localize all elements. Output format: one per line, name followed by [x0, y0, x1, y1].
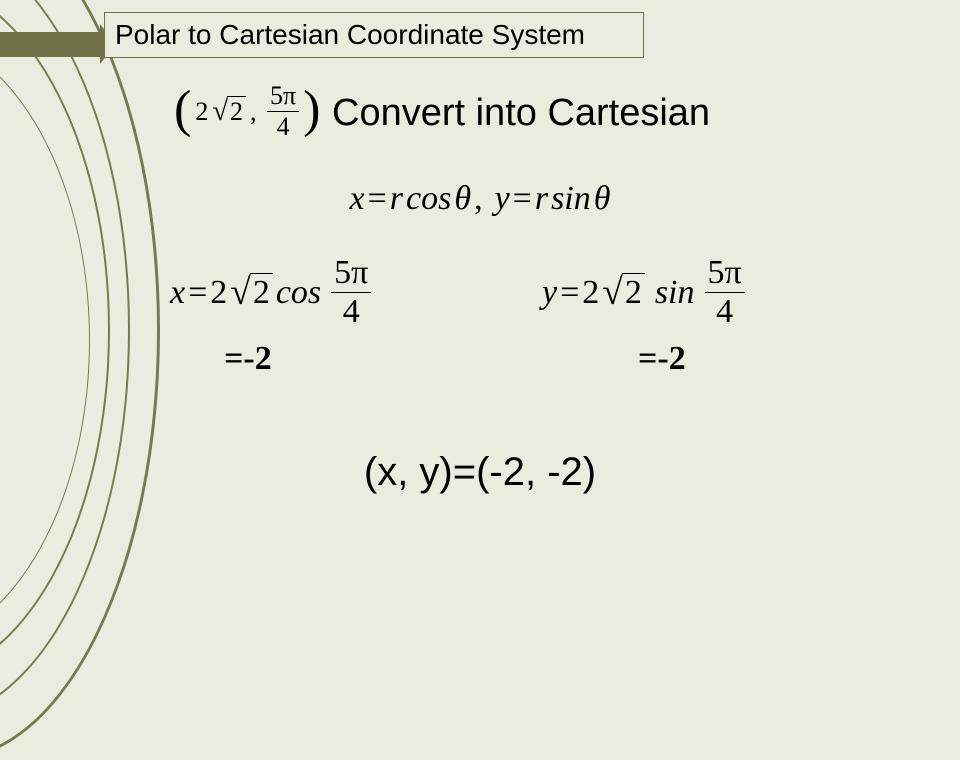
x-calculation: x = 2 2 cos 5π 4 — [170, 256, 371, 329]
y-var: y — [542, 274, 557, 312]
slide-title: Polar to Cartesian Coordinate System — [104, 12, 644, 58]
eq: = — [513, 180, 532, 218]
eq: = — [368, 180, 387, 218]
r-radicand: 2 — [227, 96, 246, 127]
convert-heading: Convert into Cartesian — [332, 92, 710, 135]
y-var: y — [495, 180, 510, 218]
comma: , — [250, 97, 263, 127]
radicand: 2 — [250, 273, 273, 312]
theta-frac: 5π 4 — [267, 83, 299, 140]
r-var: r — [535, 180, 548, 218]
theta-var: θ — [594, 180, 611, 218]
r-var: r — [390, 180, 403, 218]
open-paren: ( — [174, 80, 191, 139]
conversion-formula: x = r cos θ , y = r sin θ — [0, 180, 960, 218]
y-result: =-2 — [638, 340, 686, 378]
eq: = — [560, 274, 579, 312]
comma: , — [474, 180, 483, 218]
arg-den: 4 — [716, 293, 733, 329]
theta-var: θ — [454, 180, 471, 218]
theta-den: 4 — [277, 112, 290, 140]
title-arrow-body — [0, 32, 100, 57]
sin-fn: sin — [655, 274, 695, 312]
polar-point: ( 2 2 , 5π 4 ) — [174, 82, 321, 141]
coef: 2 — [582, 274, 599, 312]
cos-fn: cos — [406, 180, 451, 218]
theta-num: 5π — [267, 83, 299, 112]
close-paren: ) — [303, 80, 320, 139]
cos-fn: cos — [276, 274, 321, 312]
arg-num: 5π — [331, 256, 371, 293]
x-var: x — [170, 274, 185, 312]
sqrt: 2 — [602, 271, 645, 314]
arg-den: 4 — [343, 293, 360, 329]
title-region: Polar to Cartesian Coordinate System — [0, 12, 960, 62]
arg-num: 5π — [705, 256, 745, 293]
eq: = — [188, 274, 207, 312]
coef: 2 — [210, 274, 227, 312]
x-var: x — [350, 180, 365, 218]
y-calculation: y = 2 2 sin 5π 4 — [542, 256, 745, 329]
r-coef: 2 — [195, 97, 208, 127]
arg-frac: 5π 4 — [331, 256, 371, 329]
sqrt: 2 — [230, 271, 273, 314]
final-answer: (x, y)=(-2, -2) — [0, 450, 960, 495]
arg-frac: 5π 4 — [705, 256, 745, 329]
sin-fn: sin — [551, 180, 591, 218]
x-result: =-2 — [224, 340, 272, 378]
radicand: 2 — [622, 273, 645, 312]
sqrt: 2 — [212, 96, 246, 128]
